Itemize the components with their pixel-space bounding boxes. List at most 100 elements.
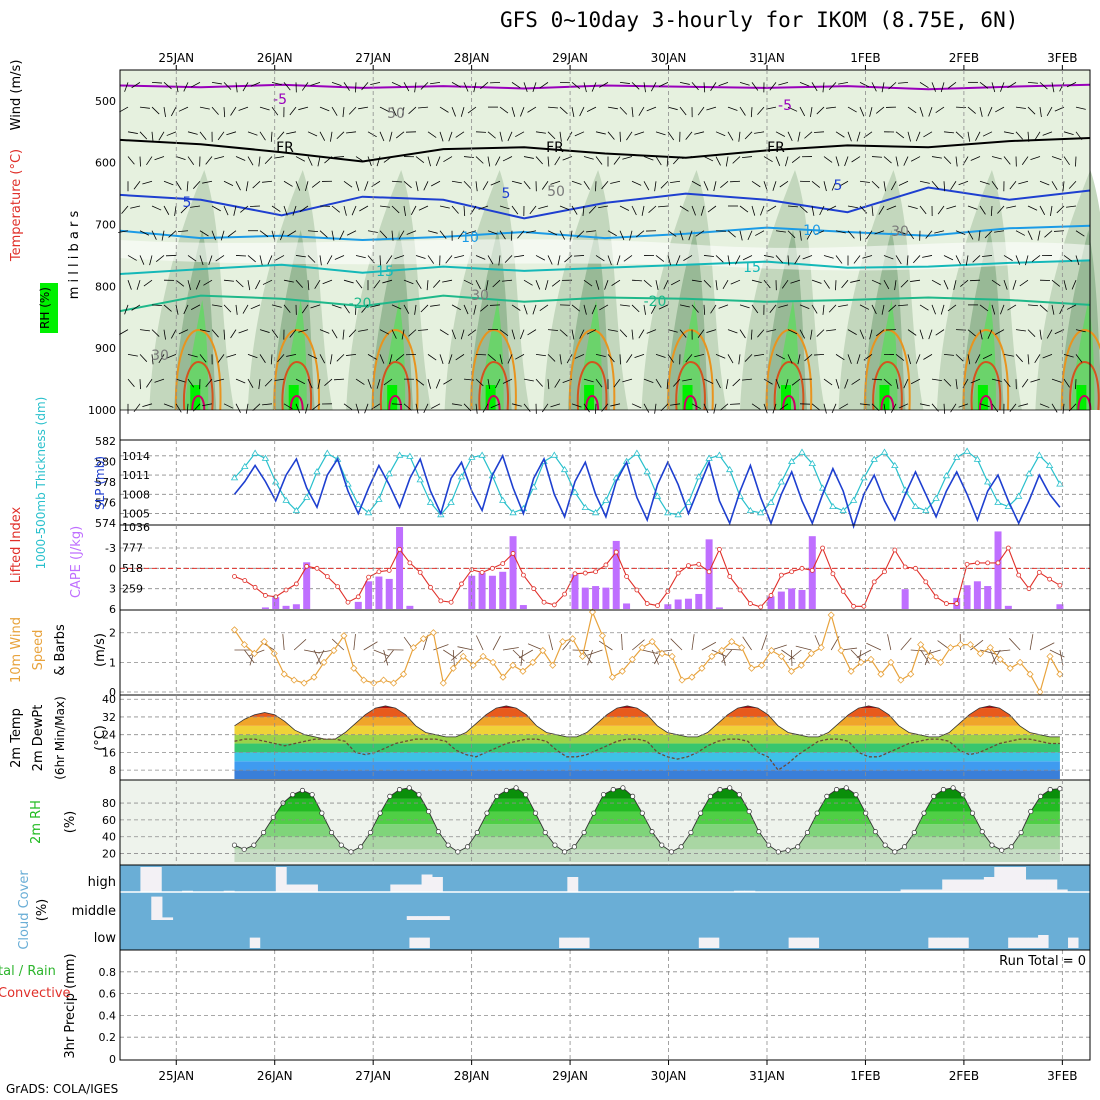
wind-barb <box>235 82 238 93</box>
lifted-index-point <box>500 561 506 566</box>
wind-barb <box>220 230 225 241</box>
wind-barb <box>895 255 902 265</box>
wind-barb <box>790 279 801 284</box>
wind-barb <box>1063 280 1067 290</box>
wind-barb <box>383 378 393 386</box>
surface-wind-barb <box>1029 634 1034 651</box>
wind-barb <box>379 106 390 112</box>
isotherm-30 <box>1069 360 1100 411</box>
wind-barb <box>984 230 993 239</box>
wind-speed-point <box>549 661 557 669</box>
wind-barb <box>466 230 477 235</box>
wind-speed-point <box>638 644 646 652</box>
wind-barb <box>124 82 129 92</box>
wind-barb <box>235 181 241 191</box>
lifted-index-point <box>737 587 743 593</box>
wind-speed-point <box>360 676 368 684</box>
wind-barb <box>691 279 702 283</box>
wind-barb <box>763 378 773 385</box>
isotherm-30 <box>182 360 214 411</box>
wind-barb <box>262 180 273 183</box>
wind-barb <box>455 131 465 138</box>
rh-point <box>901 844 908 850</box>
cloud-cover-bar <box>417 916 429 920</box>
wind-barb <box>305 181 309 192</box>
wind-barb <box>430 304 441 307</box>
rh-plume-moist <box>676 300 701 410</box>
wind-speed-point <box>718 646 726 655</box>
wind-barb <box>779 403 789 410</box>
wind-speed-point <box>240 641 248 649</box>
wind-barb <box>775 156 781 166</box>
wind-barb <box>277 354 285 363</box>
wind-speed-point <box>807 649 815 658</box>
wind-barb <box>410 205 417 216</box>
wind-barb <box>271 329 279 338</box>
contour-label: 5 <box>183 195 192 211</box>
wind-barb <box>527 106 537 113</box>
wind-barb <box>599 304 609 311</box>
wind-barb <box>940 82 945 93</box>
wind-barb <box>673 378 681 387</box>
cape-bar <box>406 605 414 609</box>
isotherm-30 <box>478 360 510 411</box>
wind-barb <box>623 255 633 262</box>
wind-barb <box>389 354 393 365</box>
wind-barb <box>607 131 615 140</box>
wind-barb <box>295 255 306 258</box>
wind-barb <box>319 329 330 334</box>
wind-barb <box>839 403 849 410</box>
cloud-cover-bar <box>150 867 162 892</box>
wind-barb <box>146 378 153 388</box>
wind-barb <box>643 403 650 413</box>
wind-speed-point <box>350 664 358 672</box>
wind-barb <box>187 353 198 358</box>
wind-barb <box>460 329 465 340</box>
wind-barb <box>979 107 983 117</box>
wind-barb <box>379 205 390 208</box>
wind-barb <box>1051 378 1062 383</box>
wind-barb <box>718 304 729 309</box>
wind-barb <box>403 82 410 92</box>
cape-bar <box>509 536 517 609</box>
wind-barb <box>607 329 618 332</box>
wind-barb <box>619 329 628 338</box>
wind-barb <box>1059 304 1065 315</box>
thickness-point <box>447 498 455 505</box>
wind-barb <box>871 156 883 158</box>
thickness-point <box>457 473 466 480</box>
wind-barb <box>802 255 813 260</box>
wind-barb <box>502 378 513 384</box>
wind-speed-point <box>370 679 378 687</box>
rh-point <box>824 793 830 799</box>
contour-label: FR <box>546 140 564 156</box>
wind-barb <box>571 304 581 312</box>
wind-barb <box>199 354 207 363</box>
date-label-top: 28JAN <box>454 51 490 65</box>
wind-barb <box>287 230 297 237</box>
wind-barb <box>919 403 930 407</box>
wind-barb <box>1075 354 1083 363</box>
wind-barb <box>175 279 185 287</box>
wind-barb <box>797 354 801 365</box>
wind-barb <box>991 403 999 413</box>
wind-barb <box>715 255 724 263</box>
wind-barb <box>1018 403 1029 407</box>
wind-barb <box>448 131 453 142</box>
wind-speed-point <box>519 667 527 675</box>
date-label-bottom: 27JAN <box>355 1069 391 1083</box>
wind-barb <box>367 354 377 360</box>
lifted-index-point <box>572 571 578 577</box>
wind-barb <box>919 180 930 184</box>
temp-band <box>234 752 1060 762</box>
wind-barb <box>710 82 717 91</box>
wind-barb <box>252 180 261 189</box>
wind-barb <box>259 354 266 363</box>
wind-barb <box>915 354 921 364</box>
wind-barb <box>1051 82 1055 93</box>
wind-barb <box>255 280 261 290</box>
wind-barb <box>826 205 837 211</box>
wind-barb <box>1046 329 1053 339</box>
wind-barb <box>547 106 558 109</box>
side-label-temperature: Temperature (°C) <box>9 149 24 262</box>
